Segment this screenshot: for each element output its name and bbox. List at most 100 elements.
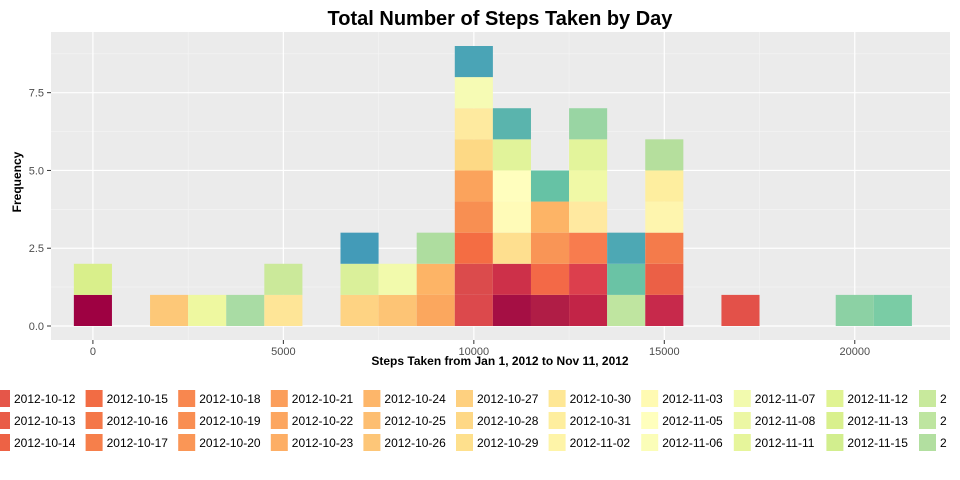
legend-key [456, 390, 473, 407]
histogram-segment [645, 294, 684, 326]
histogram-segment [416, 232, 455, 264]
legend-label: 2012-10-23 [292, 436, 354, 450]
legend-key [270, 434, 288, 451]
histogram-segment [378, 263, 417, 295]
histogram-segment [492, 201, 531, 233]
legend-key [0, 412, 10, 429]
histogram-segment [530, 294, 570, 326]
legend-label: 2012-10-31 [570, 414, 632, 428]
legend-key [85, 412, 103, 429]
histogram-segment [569, 170, 608, 202]
legend-label: 2012-11-05 [662, 414, 723, 428]
histogram-segment [188, 294, 227, 326]
legend-label: 2012-10-13 [14, 414, 76, 428]
legend-key [178, 434, 196, 451]
histogram-segment [226, 294, 265, 326]
legend-key [178, 412, 196, 429]
legend-label: 2012-10-20 [199, 436, 261, 450]
legend-key [733, 434, 751, 451]
histogram-segment [569, 294, 608, 326]
legend-key [641, 412, 659, 429]
histogram-segment [264, 263, 303, 295]
y-axis-title: Frequency [10, 151, 24, 212]
legend-label: 2012-11-02 [570, 436, 631, 450]
legend-key [641, 390, 659, 407]
legend: 2012-10-12 2012-10-13 2012-10-14 2012-10-15… [0, 390, 947, 451]
legend-label: 2 [940, 414, 947, 428]
legend-key [456, 412, 473, 429]
histogram-segment [454, 139, 493, 171]
histogram-segment [569, 263, 608, 295]
legend-key [548, 390, 566, 407]
legend-label: 2012-11-12 [847, 392, 908, 406]
legend-label: 2012-10-15 [107, 392, 169, 406]
y-tick-label: 7.5 [29, 88, 44, 100]
x-tick-label: 15000 [649, 346, 680, 358]
histogram-segment [492, 139, 531, 171]
histogram-segment [416, 294, 455, 326]
histogram-segment [645, 232, 684, 264]
histogram-segment [454, 201, 493, 233]
histogram-segment [340, 263, 379, 295]
histogram-segment [645, 139, 684, 171]
legend-key [270, 412, 288, 429]
histogram-segment [73, 263, 112, 295]
legend-label: 2012-10-16 [107, 414, 169, 428]
legend-key [733, 390, 751, 407]
histogram-segment [150, 294, 189, 326]
histogram-segment [530, 201, 570, 233]
legend-label: 2 [940, 392, 947, 406]
legend-label: 2012-10-25 [384, 414, 446, 428]
histogram-segment [340, 232, 379, 264]
legend-key [85, 434, 103, 451]
histogram-segment [378, 294, 417, 326]
legend-key [641, 434, 659, 451]
legend-label: 2012-10-17 [107, 436, 169, 450]
histogram-segment [721, 294, 760, 326]
histogram-segment [530, 263, 570, 295]
y-tick-label: 0.0 [29, 321, 44, 333]
legend-label: 2012-11-08 [755, 414, 816, 428]
histogram-segment [454, 46, 493, 78]
legend-key [826, 390, 844, 407]
legend-key [363, 412, 381, 429]
histogram-segment [530, 232, 570, 264]
legend-label: 2012-10-27 [477, 392, 539, 406]
histogram-segment [492, 294, 531, 326]
x-tick-label: 0 [90, 346, 96, 358]
x-tick-label: 10000 [459, 346, 490, 358]
histogram-segment [340, 294, 379, 326]
histogram-segment [492, 263, 531, 295]
legend-label: 2012-10-29 [477, 436, 539, 450]
histogram-segment [454, 263, 493, 295]
histogram-segment [492, 232, 531, 264]
histogram-segment [607, 232, 646, 264]
legend-label: 2012-10-26 [384, 436, 446, 450]
histogram-segment [264, 294, 303, 326]
legend-label: 2012-11-06 [662, 436, 723, 450]
x-tick-label: 5000 [271, 346, 295, 358]
legend-label: 2012-10-12 [14, 392, 76, 406]
histogram-bars [73, 46, 912, 326]
y-tick-label: 2.5 [29, 243, 44, 255]
legend-label: 2012-11-11 [755, 436, 815, 450]
histogram-segment [454, 294, 493, 326]
legend-key [363, 434, 381, 451]
legend-key [919, 412, 936, 429]
legend-key [826, 434, 844, 451]
histogram-segment [454, 108, 493, 140]
legend-label: 2012-11-03 [662, 392, 723, 406]
legend-key [456, 434, 473, 451]
x-axis: 0 5000 10000 15000 20000 [90, 340, 870, 358]
legend-label: 2012-11-13 [847, 414, 908, 428]
histogram-segment [645, 263, 684, 295]
legend-key [919, 390, 936, 407]
legend-label: 2012-10-28 [477, 414, 539, 428]
histogram-segment [454, 232, 493, 264]
legend-key [919, 434, 936, 451]
x-tick-label: 20000 [839, 346, 870, 358]
histogram-segment [492, 170, 531, 202]
legend-key [0, 434, 10, 451]
histogram-segment [873, 294, 912, 326]
